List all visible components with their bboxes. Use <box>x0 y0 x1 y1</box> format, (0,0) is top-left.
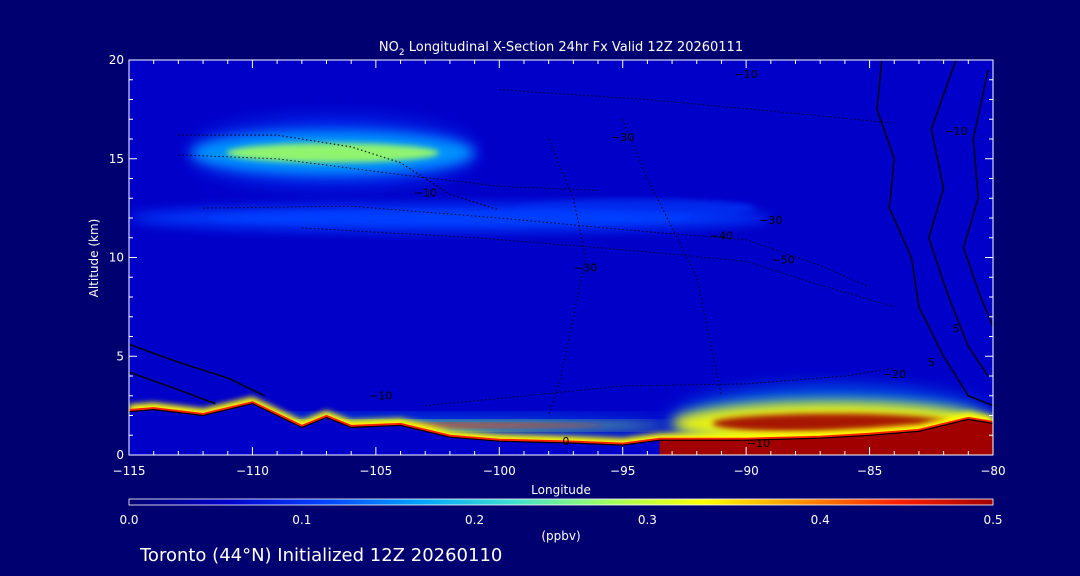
contour-11 <box>876 60 993 407</box>
footer-caption: Toronto (44°N) Initialized 12Z 20260110 <box>139 545 502 566</box>
x-tick-label: −90 <box>733 464 758 478</box>
contour-label-7: −30 <box>574 261 597 274</box>
colorbar-tick-label: 0.1 <box>292 513 311 527</box>
x-tick-label: −100 <box>483 464 516 478</box>
contour-5 <box>203 205 870 288</box>
contour-6 <box>301 227 895 308</box>
colorbar-tick-label: 0.4 <box>811 513 830 527</box>
x-tick-label: −115 <box>113 464 146 478</box>
y-tick-label: 15 <box>109 152 124 166</box>
colorbar-bar <box>129 499 993 505</box>
band-3-level-3 <box>209 211 691 225</box>
x-tick-label: −85 <box>857 464 882 478</box>
band-1-level-3 <box>226 143 440 163</box>
contour-10 <box>129 371 216 405</box>
colorbar-tick-label: 0.5 <box>983 513 1002 527</box>
y-tick-label: 0 <box>116 448 124 462</box>
concentration-band-3 <box>129 195 771 241</box>
colorbar-frame <box>128 498 994 506</box>
x-tick-label: −105 <box>359 464 392 478</box>
contour-label-12: −10 <box>944 125 967 138</box>
concentration-band-1 <box>190 118 475 188</box>
contour-13 <box>962 69 993 327</box>
x-axis-label: Longitude <box>531 483 591 497</box>
contour-label-3: −10 <box>414 186 437 199</box>
y-tick-label: 20 <box>109 53 124 67</box>
contour-label-8: −20 <box>883 368 906 381</box>
contour-labels: −10 −30 −10 −30 −40 −50 −30 −20 −10 −10 0 −10 5 5 <box>369 68 967 450</box>
contour-label-5: −40 <box>710 230 733 243</box>
chart-title: NO2 Longitudinal X-Section 24hr Fx Valid… <box>379 40 743 58</box>
x-tick-label: −95 <box>610 464 635 478</box>
contour-9 <box>129 343 266 397</box>
contour-8 <box>425 367 895 407</box>
contour-label-9: −10 <box>369 390 392 403</box>
terrain-outline <box>129 402 993 446</box>
contour-label-6: −50 <box>772 253 795 266</box>
contour-4 <box>622 119 722 396</box>
y-tick-label: 10 <box>109 251 124 265</box>
contour-label-11: 0 <box>562 435 569 448</box>
x-tick-label: −110 <box>236 464 269 478</box>
contour-3 <box>548 138 587 416</box>
contour-label-14: 5 <box>928 356 935 369</box>
colorbar: 0.0 0.1 0.2 0.3 0.4 0.5 <box>119 498 1003 527</box>
temperature-contours <box>129 60 993 416</box>
terrain-red-east <box>659 419 993 455</box>
terrain-mask <box>129 402 993 455</box>
contour-label-2: −30 <box>611 131 634 144</box>
contour-label-13: 5 <box>952 323 959 336</box>
x-tick-label: −80 <box>980 464 1005 478</box>
surface-layer-core <box>129 401 993 446</box>
y-tick-label: 5 <box>116 349 124 363</box>
y-axis-label: Altitude (km) <box>87 219 101 298</box>
colorbar-tick-label: 0.2 <box>465 513 484 527</box>
contour-1 <box>178 134 500 211</box>
contour-label-4: −30 <box>759 214 782 227</box>
colorbar-label: (ppbv) <box>541 529 580 543</box>
contour-12 <box>927 60 989 377</box>
contour-label-10: −10 <box>747 437 770 450</box>
colorbar-tick-label: 0.3 <box>638 513 657 527</box>
contour-label-1: −10 <box>735 68 758 81</box>
colorbar-tick-label: 0.0 <box>119 513 138 527</box>
